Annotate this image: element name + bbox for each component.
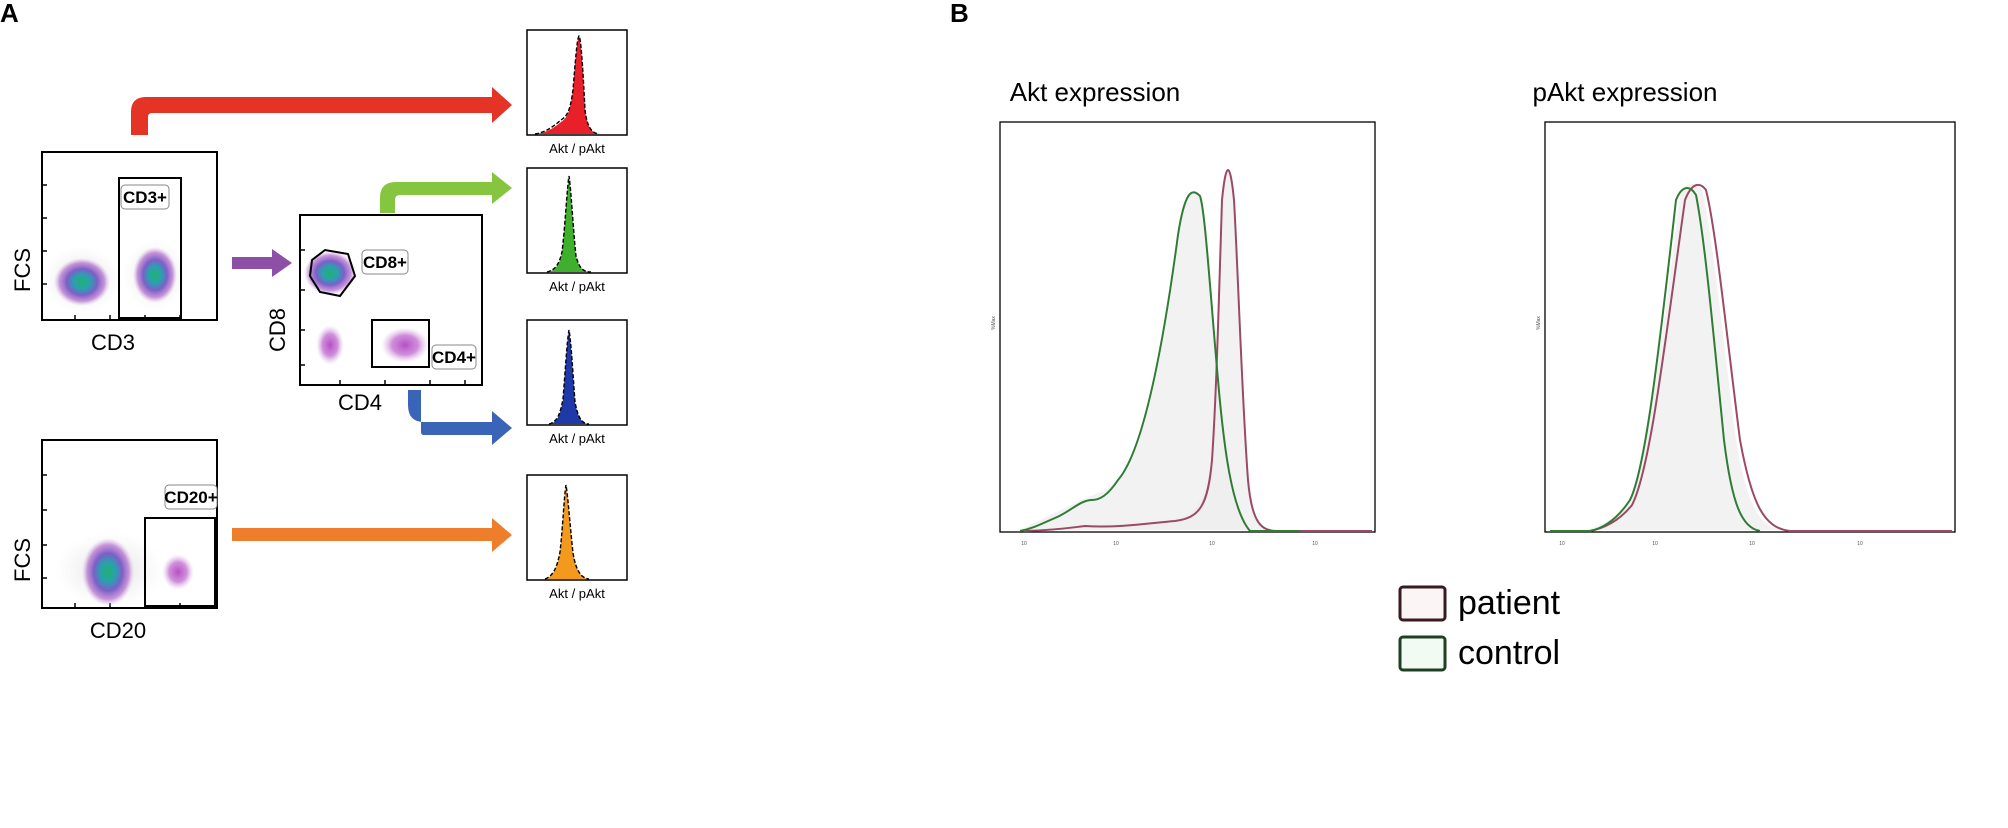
akt-control-fill <box>1020 190 1250 530</box>
cd8-cd4-y-axis-label: CD8 <box>265 308 290 352</box>
legend-label-control: control <box>1458 634 1560 672</box>
histogram-fill <box>535 36 599 134</box>
cd20-y-axis-label: FCS <box>10 538 35 582</box>
cd20-gate-label-box <box>164 484 218 510</box>
cd8-cd4-x-axis-label: CD4 <box>338 390 382 415</box>
arrow-cd4-to-histogram <box>408 390 512 445</box>
histogram-frame <box>526 474 628 581</box>
arrow-cd20-to-histogram <box>232 518 512 552</box>
histogram-x-label: Akt / pAkt <box>549 141 605 156</box>
histogram-x-label: Akt / pAkt <box>549 586 605 601</box>
histogram-cd8: Akt / pAkt <box>526 167 628 294</box>
histogram-outline <box>534 35 600 135</box>
akt-x-tick: 10 <box>1209 541 1215 547</box>
cd4-gate-label-box <box>431 344 477 370</box>
cd3-gate <box>118 177 182 319</box>
cd4-gate <box>371 319 430 368</box>
cd20-positive-population <box>162 554 194 590</box>
pakt-x-tick: 10 <box>1652 541 1658 547</box>
arrow-cd8-to-histogram <box>380 172 512 213</box>
cd20-x-axis-label: CD20 <box>90 618 146 643</box>
akt-x-ticks: 10 10 10 10 <box>1021 541 1318 547</box>
cd4-population <box>381 327 429 363</box>
cd3-positive-population <box>133 247 177 303</box>
cd3-dot-plot: CD3+ CD3 FCS <box>10 151 218 355</box>
pakt-x-tick: 10 <box>1857 541 1863 547</box>
cd3-y-axis-label: FCS <box>10 248 35 292</box>
cd8-gate-label-box <box>361 249 409 275</box>
histogram-x-label: Akt / pAkt <box>549 279 605 294</box>
akt-x-tick: 10 <box>1312 541 1318 547</box>
arrow-cd3-to-histogram <box>131 87 512 135</box>
cd20-gate <box>144 517 216 607</box>
cd3-plot-ticks <box>42 184 181 320</box>
histogram-fill <box>549 330 589 424</box>
cd8-cd4-plot-ticks <box>300 249 466 385</box>
legend-label-patient: patient <box>1458 584 1561 622</box>
pakt-control-curve <box>1550 187 1761 532</box>
legend-swatch-control <box>1398 635 1447 672</box>
pakt-x-tick: 10 <box>1559 541 1565 547</box>
cd3-gate-label-box <box>120 184 170 210</box>
histogram-fill <box>547 176 591 272</box>
arrow-cd3-to-cd8-cd4-plot <box>232 249 292 277</box>
akt-control-curve <box>1019 191 1300 532</box>
cd20-negative-population <box>82 538 134 606</box>
histogram-cd20: Akt / pAkt <box>526 474 628 601</box>
histogram-cd4: Akt / pAkt <box>526 319 628 446</box>
histogram-x-label: Akt / pAkt <box>549 431 605 446</box>
akt-x-tick: 10 <box>1113 541 1119 547</box>
pakt-x-ticks: 10 10 10 10 <box>1559 541 1863 547</box>
cd3-negative-population <box>54 258 110 306</box>
histogram-outline <box>544 484 590 580</box>
legend-swatch-patient <box>1398 585 1447 622</box>
histogram-frame <box>526 319 628 426</box>
cd8-population <box>304 251 356 295</box>
cd20-dot-plot: CD20+ CD20 FCS <box>10 439 218 643</box>
panel-b-letter: B <box>950 0 969 28</box>
pakt-y-axis-label: %Max <box>1536 316 1542 330</box>
arrows <box>131 87 512 552</box>
cd3-gate-label: CD3+ <box>123 188 167 207</box>
small-histograms: Akt / pAkt Akt / pAkt Akt / pAkt Akt / p… <box>526 29 628 601</box>
akt-patient-fill <box>1060 170 1275 530</box>
pakt-fill <box>1585 183 1785 530</box>
akt-y-axis-label: %Max <box>991 316 997 330</box>
cd3-x-axis-label: CD3 <box>91 330 135 355</box>
akt-patient-curve <box>1024 169 1372 532</box>
cd20-gate-label: CD20+ <box>164 488 217 507</box>
pakt-overlay-histogram: %Max 10 10 10 10 <box>1536 121 1956 547</box>
legend: patient control <box>1398 584 1561 672</box>
histogram-fill <box>545 485 589 579</box>
cd8-gate <box>308 248 357 298</box>
cd8-cd4-dot-plot: CD8+ CD4+ CD4 CD8 <box>265 214 483 415</box>
histogram-outline <box>546 175 592 273</box>
cd8-gate-label: CD8+ <box>363 253 407 272</box>
cd4-gate-label: CD4+ <box>432 348 476 367</box>
histogram-frame <box>526 167 628 274</box>
pakt-plot-frame <box>1544 121 1956 533</box>
histogram-outline <box>548 329 590 425</box>
double-negative-population <box>316 325 344 365</box>
akt-expression-title: Akt expression <box>1010 77 1181 107</box>
pakt-patient-curve <box>1550 183 1952 532</box>
akt-overlay-histogram: %Max 10 10 10 10 <box>991 121 1376 547</box>
akt-x-tick: 10 <box>1021 541 1027 547</box>
panel-a-letter: A <box>0 0 19 28</box>
pakt-expression-title: pAkt expression <box>1533 77 1718 107</box>
pakt-x-tick: 10 <box>1749 541 1755 547</box>
histogram-cd3: Akt / pAkt <box>526 29 628 156</box>
